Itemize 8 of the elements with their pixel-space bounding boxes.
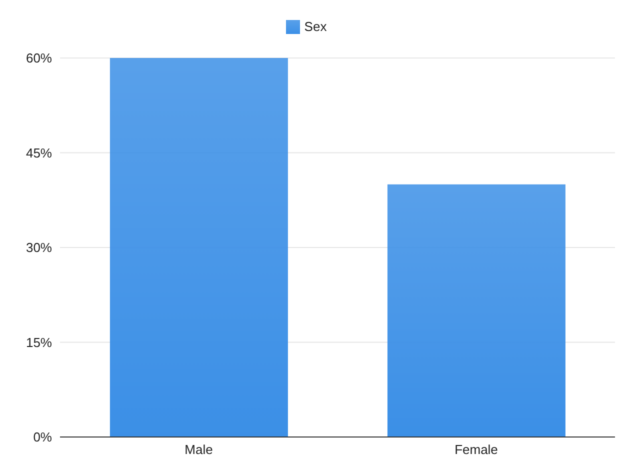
y-tick-label: 45% bbox=[26, 145, 52, 160]
y-tick-label: 30% bbox=[26, 240, 52, 256]
y-tick-label: 60% bbox=[26, 50, 52, 66]
y-tick-label: 0% bbox=[33, 430, 52, 445]
x-tick-label: Female bbox=[454, 442, 498, 458]
legend-label: Sex bbox=[304, 19, 327, 34]
x-tick-label: Male bbox=[184, 442, 213, 458]
y-tick-label: 15% bbox=[26, 334, 52, 350]
